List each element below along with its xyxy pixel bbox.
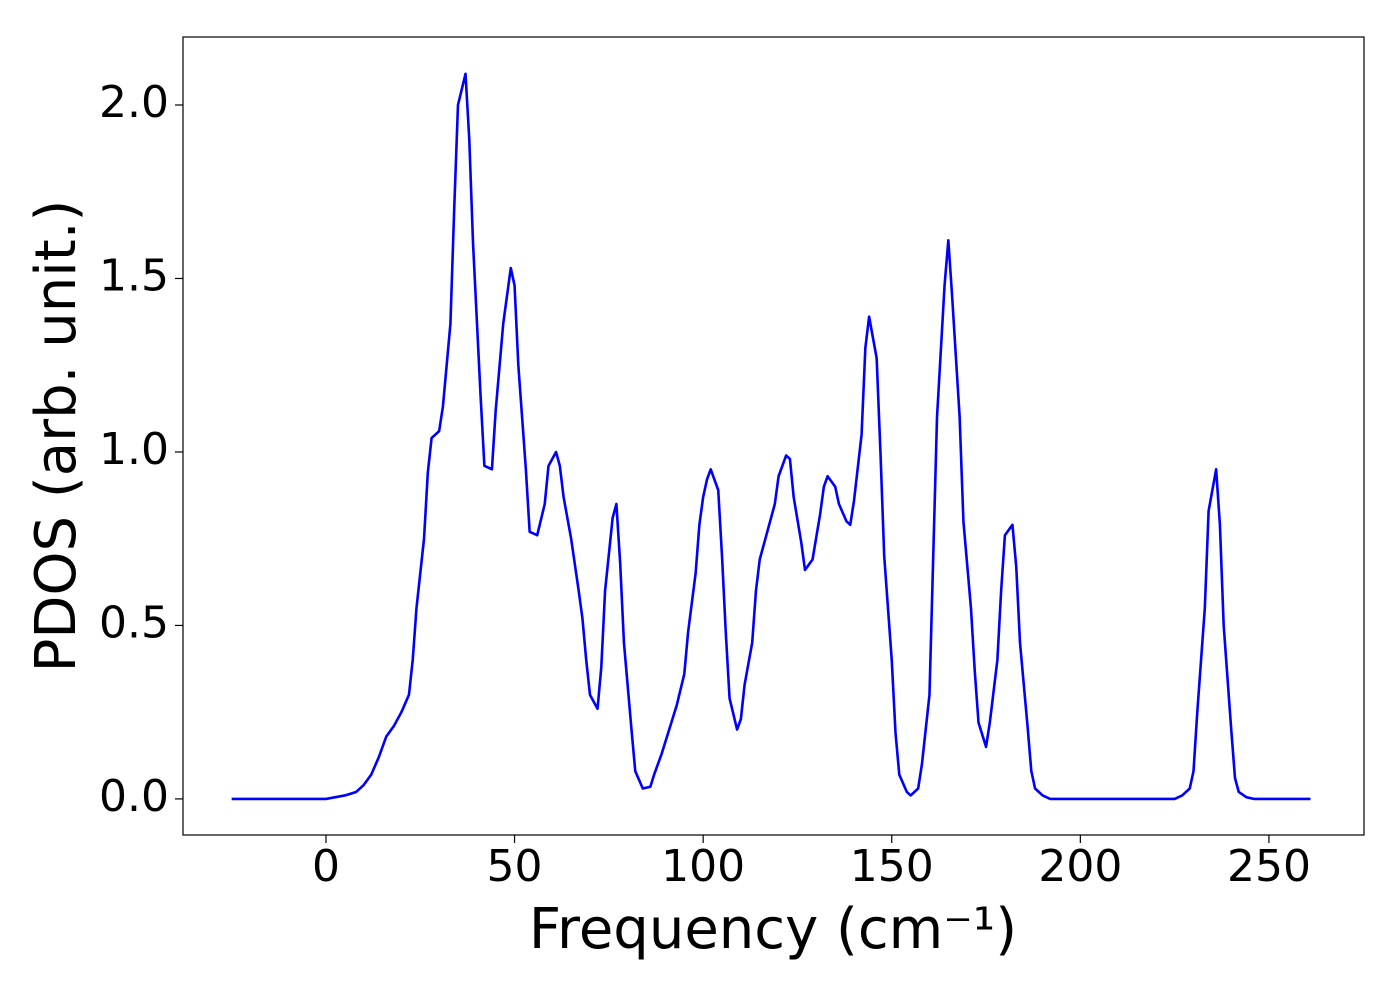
- line-series: [231, 72, 1311, 801]
- x-tick-label: 200: [1038, 841, 1122, 892]
- x-tick-label: 250: [1227, 841, 1311, 892]
- y-tick-label: 0.5: [99, 597, 169, 648]
- y-tick-label: 1.0: [99, 424, 169, 475]
- x-tick-label: 50: [487, 841, 543, 892]
- x-tick-label: 0: [312, 841, 340, 892]
- y-axis-label: PDOS (arb. unit.): [24, 200, 89, 673]
- y-tick-label: 1.5: [99, 250, 169, 301]
- x-axis-label: Frequency (cm⁻¹): [529, 897, 1017, 962]
- x-tick-label: 100: [661, 841, 745, 892]
- y-tick-label: 0.0: [99, 771, 169, 822]
- y-tick-label: 2.0: [99, 77, 169, 128]
- x-tick-label: 150: [850, 841, 934, 892]
- plot-frame: [182, 36, 1365, 836]
